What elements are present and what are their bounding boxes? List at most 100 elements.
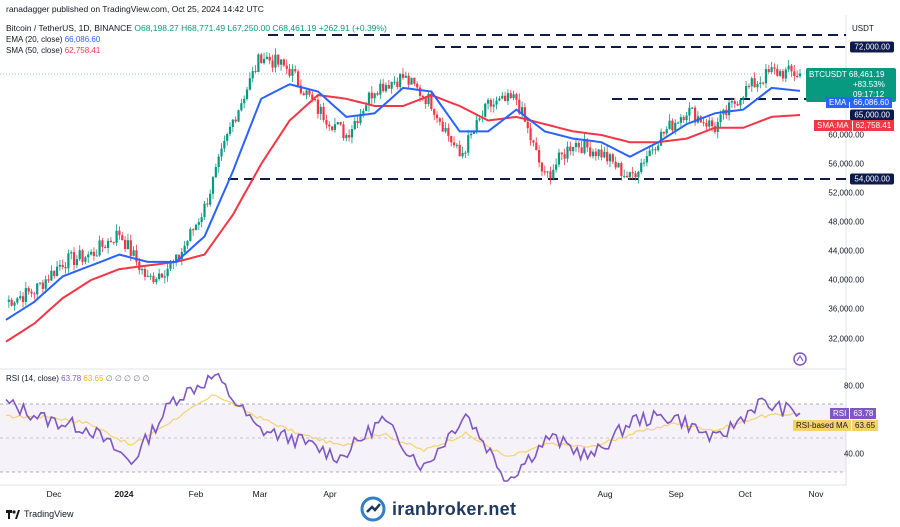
rsi-ma-line [5, 394, 801, 457]
candle-body [657, 145, 660, 151]
candle-body [24, 288, 27, 302]
rsi-ma-pill: RSI-based MA 63.65 [793, 420, 879, 431]
candle-body [623, 175, 626, 177]
candle-body [214, 166, 217, 178]
sma-legend[interactable]: SMA (50, close) 62,758.41 [6, 46, 101, 55]
candle-body [291, 69, 294, 76]
candle-body [328, 124, 331, 127]
candle-body [512, 94, 515, 99]
candle-body [410, 77, 413, 85]
candle-body [478, 118, 481, 120]
candle-body [503, 95, 507, 101]
candle-body [44, 279, 47, 289]
candle-body [21, 296, 25, 302]
candle-body [285, 65, 288, 69]
candle-body [614, 161, 617, 168]
candle-body [600, 149, 603, 158]
candle-body [384, 85, 388, 92]
candle-body [55, 266, 59, 277]
candle-body [745, 85, 748, 98]
date-tick: Apr [323, 489, 337, 499]
candle-body [382, 83, 385, 92]
candle-body [124, 239, 127, 250]
candle-body [254, 71, 257, 73]
candle-body [237, 110, 240, 122]
candle-body [339, 122, 342, 125]
candle-body [580, 147, 583, 154]
candle-body [648, 150, 651, 157]
ema-pill: EMA 66,086.60 [826, 97, 892, 108]
candle-body [33, 293, 36, 295]
candle-body [126, 240, 130, 250]
candle-body [430, 93, 433, 110]
candle-body [566, 146, 569, 159]
candle-body [447, 127, 450, 136]
candle-body [333, 124, 337, 130]
candle-body [787, 65, 790, 70]
candle-body [532, 140, 535, 143]
candle-body [486, 99, 490, 104]
candle-body [152, 275, 155, 283]
candle-body [589, 147, 592, 157]
iranbroker-logo-icon [360, 496, 386, 522]
candle-body [518, 99, 521, 114]
candle-body [101, 240, 104, 247]
rsi-line [5, 372, 801, 482]
candle-body [773, 67, 776, 69]
candle-body [177, 254, 181, 260]
candle-body [693, 107, 697, 123]
candle-body [779, 71, 782, 76]
candle-body [223, 140, 226, 149]
candle-body [81, 250, 84, 262]
candle-body [89, 251, 93, 255]
candle-body [651, 149, 654, 151]
candle-body [498, 98, 501, 101]
candle-body [543, 171, 546, 173]
tradingview-logo[interactable]: TradingView [6, 509, 74, 519]
candle-body [467, 135, 470, 153]
ema-legend[interactable]: EMA (20, close) 66,086.60 [6, 35, 101, 44]
candle-body [515, 94, 518, 100]
price-tick: 40,000.00 [828, 275, 864, 285]
close-value: C68,461.19 [272, 23, 317, 33]
candle-body [608, 154, 612, 162]
candle-body [251, 71, 254, 79]
candle-body [163, 276, 166, 278]
candle-body [282, 59, 285, 66]
candle-body [685, 115, 688, 120]
candle-body [560, 152, 563, 155]
candle-body [489, 99, 493, 107]
candle-body [762, 82, 765, 84]
candle-body [421, 95, 424, 98]
candle-body [538, 150, 541, 163]
candle-body [336, 122, 339, 125]
candle-body [345, 135, 348, 139]
candle-body [458, 144, 461, 157]
candle-body [691, 107, 694, 109]
candle-body [713, 126, 717, 133]
date-tick: 2024 [114, 489, 134, 499]
rsi-legend[interactable]: RSI (14, close) 63.78 63.65 ∅ ∅ ∅ ∅ ∅ [6, 374, 150, 383]
candle-body [759, 82, 762, 85]
candle-body [277, 54, 280, 65]
candle-body [549, 171, 552, 179]
candle-body [642, 162, 646, 164]
candle-body [586, 139, 589, 148]
candle-body [50, 270, 53, 281]
candle-body [770, 67, 773, 72]
candle-body [209, 193, 212, 205]
candle-body [776, 68, 779, 76]
candle-body [424, 97, 427, 105]
candle-body [75, 259, 78, 266]
candle-body [625, 175, 629, 178]
candle-body [245, 89, 249, 99]
candle-body [742, 97, 745, 100]
candle-body [733, 101, 736, 104]
candle-body [67, 253, 70, 269]
candle-body [109, 240, 113, 243]
candle-body [132, 250, 135, 256]
candle-body [767, 69, 770, 72]
candle-body [302, 93, 305, 96]
candle-body [299, 85, 303, 94]
